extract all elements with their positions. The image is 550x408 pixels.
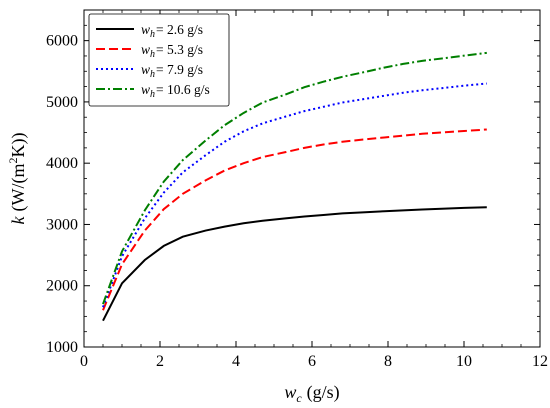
x-tick-label: 4 [232,353,240,370]
x-tick-label: 2 [156,353,164,370]
y-tick-label: 4000 [46,155,78,172]
y-axis-label: k (W/(m2K)) [6,133,29,225]
legend: wh= 2.6 g/s wh= 5.3 g/s wh= 7.9 g/s wh= 10.… [88,13,230,107]
y-tick-label: 6000 [46,33,78,50]
x-axis-label-sub: c [296,391,302,405]
legend-label-1: wh= 2.6 g/s [141,22,203,40]
x-tick-label: 0 [80,353,88,370]
x-axis-label: wc (g/s) [284,382,339,405]
x-axis-label-var: w [284,382,296,402]
x-tick-label: 10 [456,353,472,370]
series-line-1 [102,206,487,322]
series-line-2 [102,128,487,311]
axis-ticks [83,9,541,348]
legend-label-3: wh= 7.9 g/s [141,62,203,80]
series-line-3 [102,82,487,308]
x-axis-label-unit: (g/s) [307,382,340,403]
x-tick-label: 8 [384,353,392,370]
y-tick-label: 3000 [46,216,78,233]
legend-label-4: wh= 10.6 g/s [141,82,210,100]
legend-label-2: wh= 5.3 g/s [141,42,203,60]
y-tick-label: 5000 [46,94,78,111]
y-tick-label: 2000 [46,278,78,295]
plot-lines [102,51,487,322]
y-axis-label-unit-pre: (W/(m [8,164,29,212]
tick-labels: 0 2 4 6 8 10 12 1000 2000 3000 4000 5000 6000 [46,33,548,370]
y-tick-label: 1000 [46,339,78,356]
legend-box [88,13,230,107]
y-axis-label-var: k [8,215,28,224]
x-tick-label: 6 [308,353,316,370]
series-line-4 [102,51,487,305]
y-axis-label-unit-post: K)) [8,133,29,158]
x-tick-label: 12 [532,353,548,370]
y-axis-label-sup: 2 [6,158,20,164]
